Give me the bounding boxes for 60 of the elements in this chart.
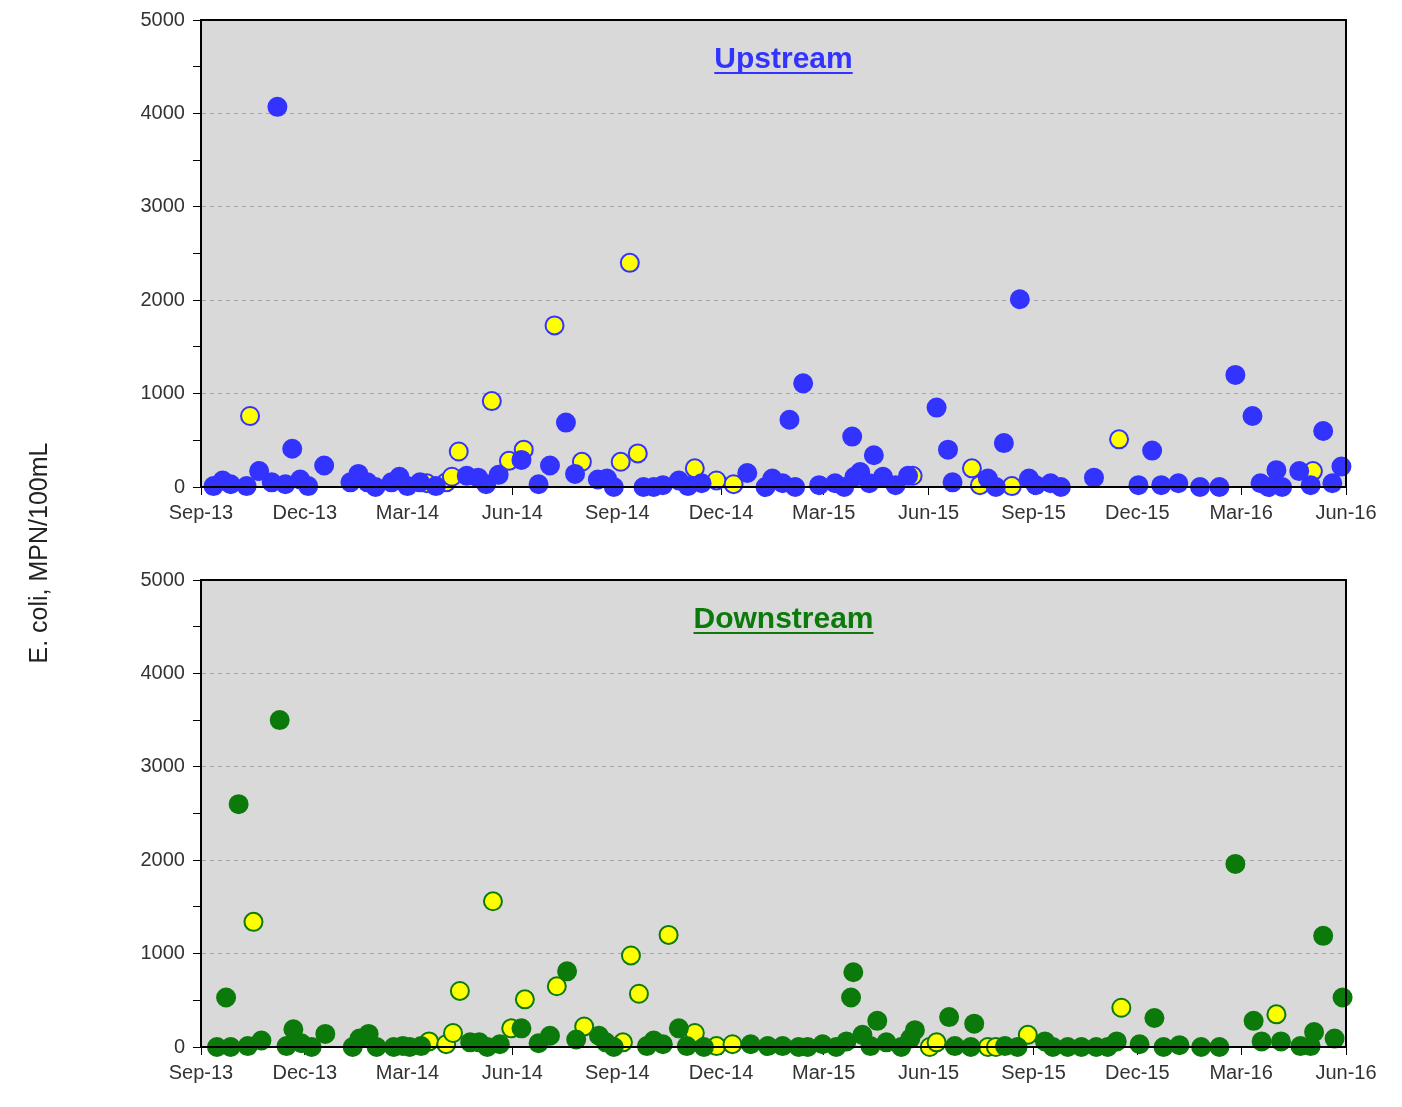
point (243, 911, 264, 932)
x-tick-label: Jun-15 (898, 500, 960, 523)
y-tick-label: 2000 (140, 847, 185, 870)
x-tick-label: Dec-14 (688, 500, 754, 523)
y-tick-label: 0 (173, 1034, 185, 1057)
x-tick-label: Mar-15 (792, 1060, 856, 1083)
x-tick-label: Sep-15 (1001, 1060, 1066, 1083)
y-axis-title: E. coli, MPN/100mL (23, 442, 53, 664)
point (481, 391, 502, 412)
point (619, 252, 640, 273)
y-tick-label: 0 (173, 474, 185, 497)
x-tick-label: Sep-15 (1001, 500, 1066, 523)
point (684, 458, 705, 479)
point (544, 315, 565, 336)
x-tick-label: Sep-14 (585, 1060, 650, 1083)
point (514, 989, 535, 1010)
x-tick-label: Mar-14 (375, 500, 440, 523)
point (620, 945, 641, 966)
y-tick-label: 4000 (140, 660, 185, 683)
x-tick-label: Jun-14 (481, 500, 543, 523)
x-tick-label: Mar-16 (1209, 500, 1273, 523)
point (449, 980, 470, 1001)
point (627, 443, 648, 464)
point (610, 451, 631, 472)
point (658, 924, 679, 945)
x-tick-label: Dec-14 (688, 1060, 754, 1083)
point (546, 976, 567, 997)
y-tick-label: 5000 (140, 7, 185, 30)
x-tick-label: Sep-13 (168, 1060, 234, 1083)
x-tick-label: Dec-13 (272, 500, 338, 523)
y-tick-label: 5000 (140, 567, 185, 590)
x-tick-label: Dec-13 (272, 1060, 338, 1083)
x-tick-label: Mar-15 (792, 500, 856, 523)
y-tick-label: 2000 (140, 287, 185, 310)
point (448, 441, 469, 462)
text: Downstream (693, 601, 874, 634)
y-tick-label: 1000 (140, 381, 185, 404)
x-tick-label: Jun-16 (1315, 1060, 1377, 1083)
point (628, 983, 649, 1004)
point (443, 1022, 464, 1043)
point (1111, 997, 1132, 1018)
point (1109, 429, 1130, 450)
x-tick-label: Sep-14 (585, 500, 650, 523)
point (240, 406, 261, 427)
point (961, 458, 982, 479)
x-tick-label: Mar-14 (375, 1060, 440, 1083)
y-tick-label: 3000 (140, 754, 185, 777)
x-tick-label: Jun-15 (898, 1060, 960, 1083)
x-tick-label: Jun-16 (1315, 500, 1377, 523)
x-tick-label: Sep-13 (168, 500, 234, 523)
x-tick-label: Jun-14 (481, 1060, 543, 1083)
text: Upstream (714, 41, 853, 74)
x-tick-label: Dec-15 (1105, 500, 1170, 523)
y-tick-label: 3000 (140, 194, 185, 217)
y-tick-label: 4000 (140, 100, 185, 123)
x-tick-label: Dec-15 (1105, 1060, 1170, 1083)
point (482, 891, 503, 912)
x-tick-label: Mar-16 (1209, 1060, 1273, 1083)
y-tick-label: 1000 (140, 941, 185, 964)
point (1266, 1004, 1287, 1025)
